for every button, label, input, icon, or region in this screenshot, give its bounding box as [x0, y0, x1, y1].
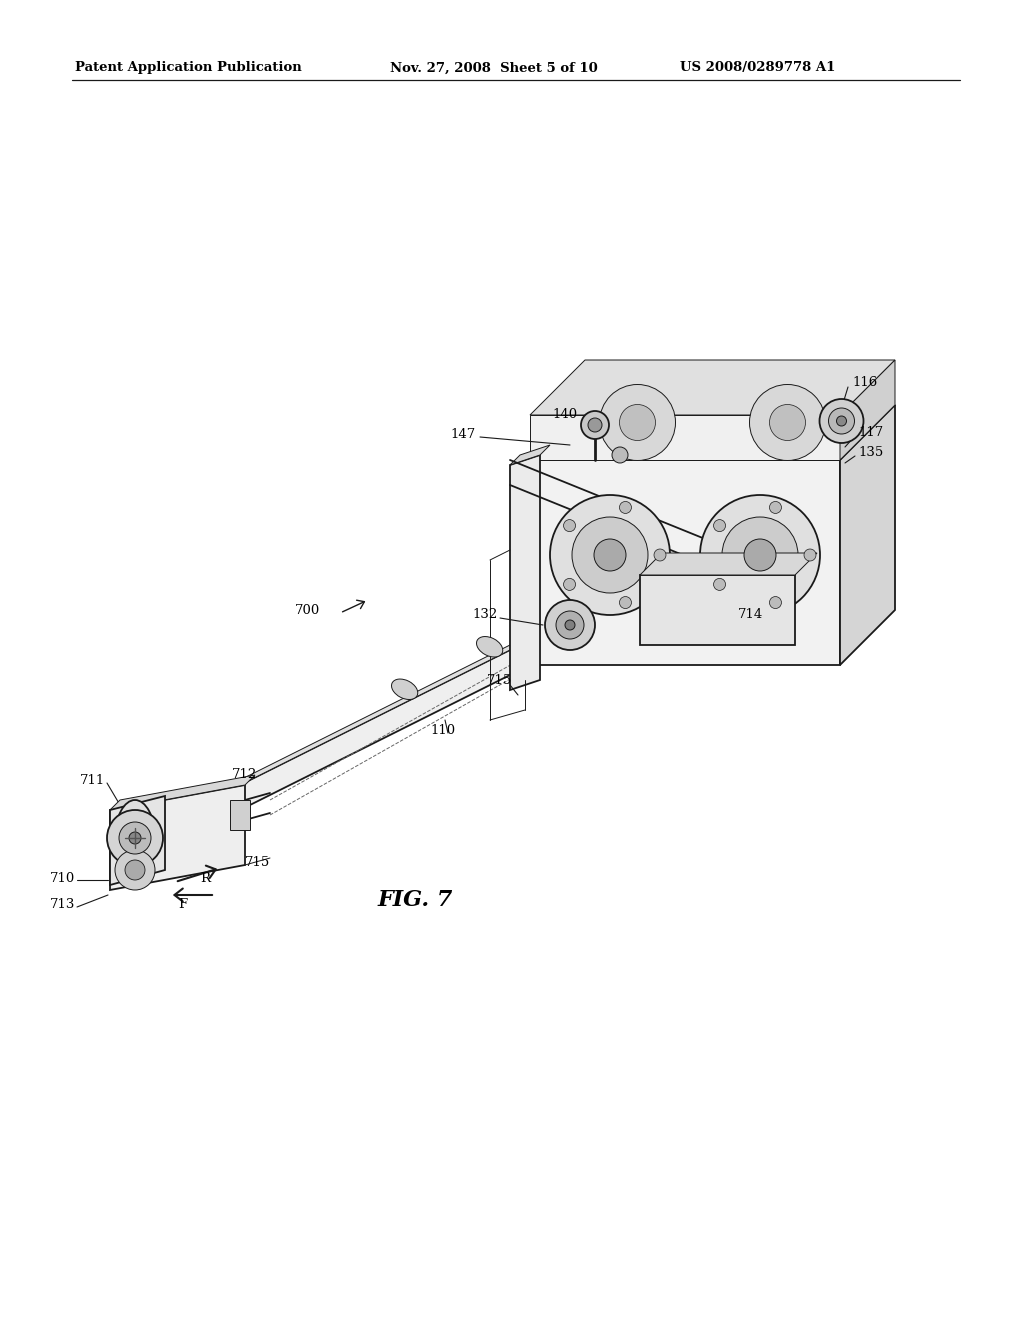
Text: 147: 147	[450, 429, 475, 441]
Circle shape	[588, 418, 602, 432]
Text: 116: 116	[852, 376, 878, 389]
Text: 712: 712	[232, 768, 257, 781]
Text: 135: 135	[858, 446, 884, 459]
Circle shape	[545, 601, 595, 649]
Circle shape	[837, 416, 847, 426]
Circle shape	[714, 520, 726, 532]
Circle shape	[556, 611, 584, 639]
Circle shape	[819, 399, 863, 444]
Circle shape	[828, 408, 854, 434]
Text: 710: 710	[50, 871, 75, 884]
Polygon shape	[510, 455, 540, 690]
Circle shape	[599, 384, 676, 461]
Circle shape	[722, 517, 798, 593]
Polygon shape	[110, 796, 165, 884]
Polygon shape	[530, 414, 840, 459]
Circle shape	[750, 384, 825, 461]
Bar	[640, 576, 795, 645]
Ellipse shape	[391, 678, 418, 700]
Polygon shape	[530, 360, 895, 414]
Circle shape	[714, 578, 726, 590]
Text: F: F	[178, 899, 187, 912]
Polygon shape	[220, 545, 720, 820]
Polygon shape	[530, 405, 895, 459]
Circle shape	[106, 810, 163, 866]
Text: 714: 714	[738, 609, 763, 622]
Ellipse shape	[115, 800, 155, 876]
Circle shape	[129, 832, 141, 843]
Text: Nov. 27, 2008  Sheet 5 of 10: Nov. 27, 2008 Sheet 5 of 10	[390, 62, 598, 74]
Polygon shape	[510, 445, 550, 465]
Text: 700: 700	[295, 603, 321, 616]
Circle shape	[612, 447, 628, 463]
Circle shape	[563, 520, 575, 532]
Polygon shape	[110, 775, 255, 810]
Circle shape	[769, 597, 781, 609]
Text: 132: 132	[473, 609, 498, 622]
Circle shape	[563, 578, 575, 590]
Circle shape	[769, 502, 781, 513]
Text: 140: 140	[552, 408, 578, 421]
Text: 110: 110	[430, 723, 455, 737]
Polygon shape	[840, 360, 895, 459]
Polygon shape	[220, 535, 730, 795]
Circle shape	[654, 549, 666, 561]
Circle shape	[804, 549, 816, 561]
Circle shape	[620, 502, 632, 513]
Circle shape	[565, 620, 575, 630]
Text: US 2008/0289778 A1: US 2008/0289778 A1	[680, 62, 836, 74]
Polygon shape	[840, 405, 895, 665]
Circle shape	[119, 822, 151, 854]
Text: FIG. 7: FIG. 7	[377, 888, 453, 911]
Circle shape	[700, 495, 820, 615]
Ellipse shape	[476, 636, 503, 657]
Text: 713: 713	[49, 899, 75, 912]
Circle shape	[594, 539, 626, 572]
Circle shape	[572, 517, 648, 593]
Circle shape	[769, 404, 806, 441]
Text: R: R	[200, 871, 210, 884]
Text: 715: 715	[487, 673, 513, 686]
Polygon shape	[110, 785, 245, 890]
Circle shape	[744, 539, 776, 572]
Circle shape	[550, 495, 670, 615]
Circle shape	[125, 861, 145, 880]
Circle shape	[620, 597, 632, 609]
Circle shape	[581, 411, 609, 440]
Polygon shape	[530, 459, 840, 665]
Circle shape	[115, 850, 155, 890]
Circle shape	[620, 404, 655, 441]
Text: 715: 715	[245, 855, 270, 869]
Bar	[230, 800, 250, 830]
Text: 711: 711	[80, 774, 105, 787]
Text: Patent Application Publication: Patent Application Publication	[75, 62, 302, 74]
Polygon shape	[640, 553, 817, 576]
Text: 117: 117	[858, 426, 884, 440]
